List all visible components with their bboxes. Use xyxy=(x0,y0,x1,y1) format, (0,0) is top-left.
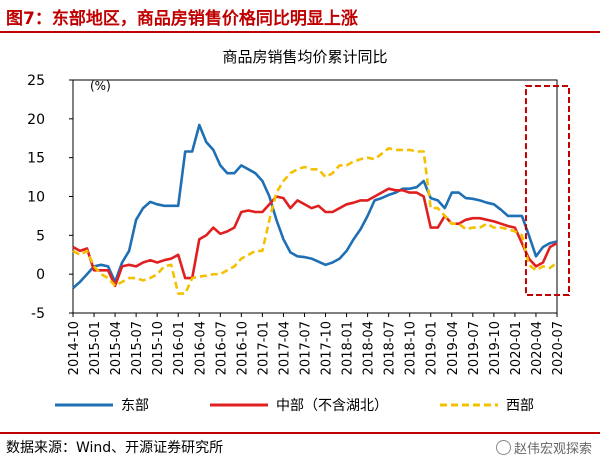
x-tick-label: 2015-10 xyxy=(151,321,166,375)
y-tick-label: 25 xyxy=(27,73,45,89)
x-tick-label: 2017-10 xyxy=(320,321,335,375)
x-tick-label: 2017-07 xyxy=(298,321,313,375)
y-tick-label: 5 xyxy=(36,228,45,244)
watermark-text: 赵伟宏观探索 xyxy=(513,442,592,457)
x-tick-label: 2020-01 xyxy=(509,321,524,375)
x-tick-label: 2016-04 xyxy=(193,321,208,375)
x-tick-label: 2017-04 xyxy=(277,321,292,375)
x-tick-label: 2016-01 xyxy=(172,321,187,375)
line-chart: 商品房销售均价累计同比 (%) -5 0 5 10 15 20 25 2014-10 2015… xyxy=(27,48,571,414)
y-axis-unit: (%) xyxy=(90,79,111,93)
figure-title: 图7：东部地区，商品房销售价格同比明显上涨 xyxy=(6,9,358,29)
legend-label-west: 西部 xyxy=(506,398,534,414)
x-tick-label: 2015-01 xyxy=(88,321,103,375)
y-tick-label: -5 xyxy=(31,306,45,322)
series-line-west xyxy=(72,147,558,295)
series-line-east xyxy=(72,123,558,290)
chart-title: 商品房销售均价累计同比 xyxy=(222,48,387,66)
x-tick-label: 2014-10 xyxy=(67,321,82,375)
x-tick-label: 2015-07 xyxy=(130,321,145,375)
footer-divider xyxy=(0,432,600,434)
x-tick-label: 2020-07 xyxy=(551,321,566,375)
y-tick-label: 0 xyxy=(36,267,45,283)
title-divider xyxy=(0,31,600,33)
x-tick-label: 2018-04 xyxy=(362,321,377,375)
x-tick-label: 2016-10 xyxy=(235,321,250,375)
y-tick-label: 10 xyxy=(27,190,45,206)
y-tick-label: 20 xyxy=(27,112,45,128)
series-line-central xyxy=(72,187,558,288)
x-tick-label: 2018-07 xyxy=(383,321,398,375)
x-tick-label: 2019-01 xyxy=(425,321,440,375)
x-tick-label: 2018-10 xyxy=(404,321,419,375)
x-tick-label: 2019-04 xyxy=(446,321,461,375)
plot-frame xyxy=(72,79,558,314)
source-note: 数据来源：Wind、开源证券研究所 xyxy=(6,440,224,456)
legend-label-east: 东部 xyxy=(121,398,149,414)
x-tick-label: 2019-10 xyxy=(488,321,503,375)
x-tick-label: 2018-01 xyxy=(341,321,356,375)
watermark: 赵伟宏观探索 xyxy=(495,438,592,457)
x-tick-label: 2016-07 xyxy=(214,321,229,375)
y-tick-label: 15 xyxy=(27,151,45,167)
x-tick-label: 2019-07 xyxy=(467,321,482,375)
legend-label-central: 中部（不含湖北） xyxy=(276,398,388,414)
wechat-icon xyxy=(495,440,511,455)
highlight-box xyxy=(524,85,571,296)
x-tick-label: 2017-01 xyxy=(256,321,271,375)
x-tick-label: 2020-04 xyxy=(530,321,545,375)
x-tick-label: 2015-04 xyxy=(109,321,124,375)
